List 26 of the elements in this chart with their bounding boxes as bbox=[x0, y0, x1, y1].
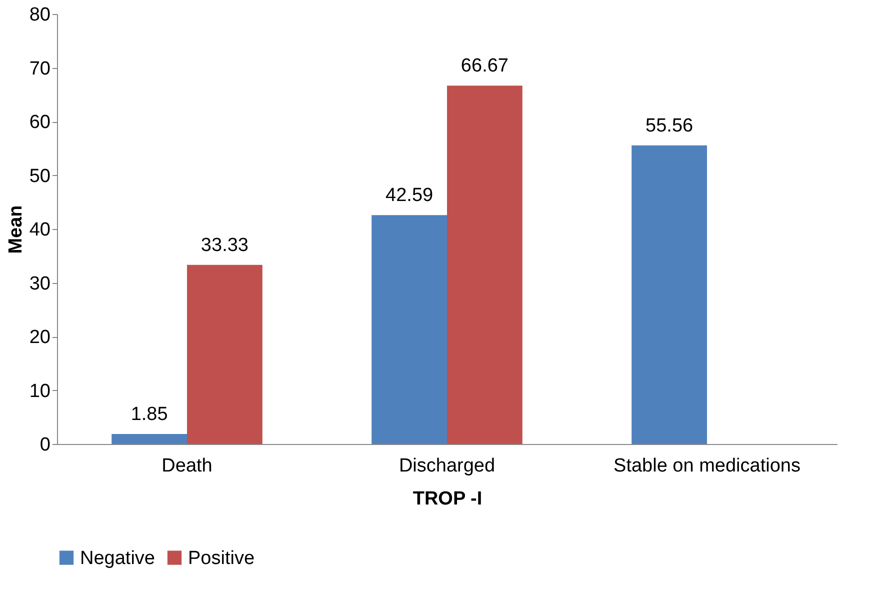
y-tick-label: 60 bbox=[29, 112, 50, 133]
y-tick-label: 50 bbox=[29, 166, 50, 187]
y-tick-label: 10 bbox=[29, 380, 50, 402]
bar bbox=[447, 86, 522, 444]
x-axis-title: TROP -I bbox=[412, 488, 482, 510]
data-label: 1.85 bbox=[130, 404, 168, 426]
y-axis-title: Mean bbox=[5, 205, 26, 254]
y-tick-label: 0 bbox=[40, 434, 50, 456]
data-label: 33.33 bbox=[200, 234, 248, 256]
legend-label: Negative bbox=[80, 548, 155, 569]
y-tick-label: 30 bbox=[29, 273, 50, 294]
y-tick-label: 70 bbox=[29, 58, 50, 80]
x-tick-label: Death bbox=[162, 456, 212, 476]
legend-label: Positive bbox=[188, 548, 255, 569]
bar bbox=[112, 434, 187, 444]
data-label: 66.67 bbox=[460, 56, 508, 77]
y-tick-label: 20 bbox=[29, 327, 50, 348]
data-label: 42.59 bbox=[386, 185, 434, 206]
x-tick-label: Stable on medications bbox=[614, 456, 800, 476]
bar bbox=[632, 145, 707, 444]
bar bbox=[372, 215, 447, 444]
y-tick-label: 80 bbox=[29, 4, 50, 26]
x-tick-label: Discharged bbox=[398, 456, 496, 476]
y-tick-label: 40 bbox=[29, 220, 50, 240]
data-label: 55.56 bbox=[646, 115, 694, 136]
bar bbox=[187, 264, 262, 444]
